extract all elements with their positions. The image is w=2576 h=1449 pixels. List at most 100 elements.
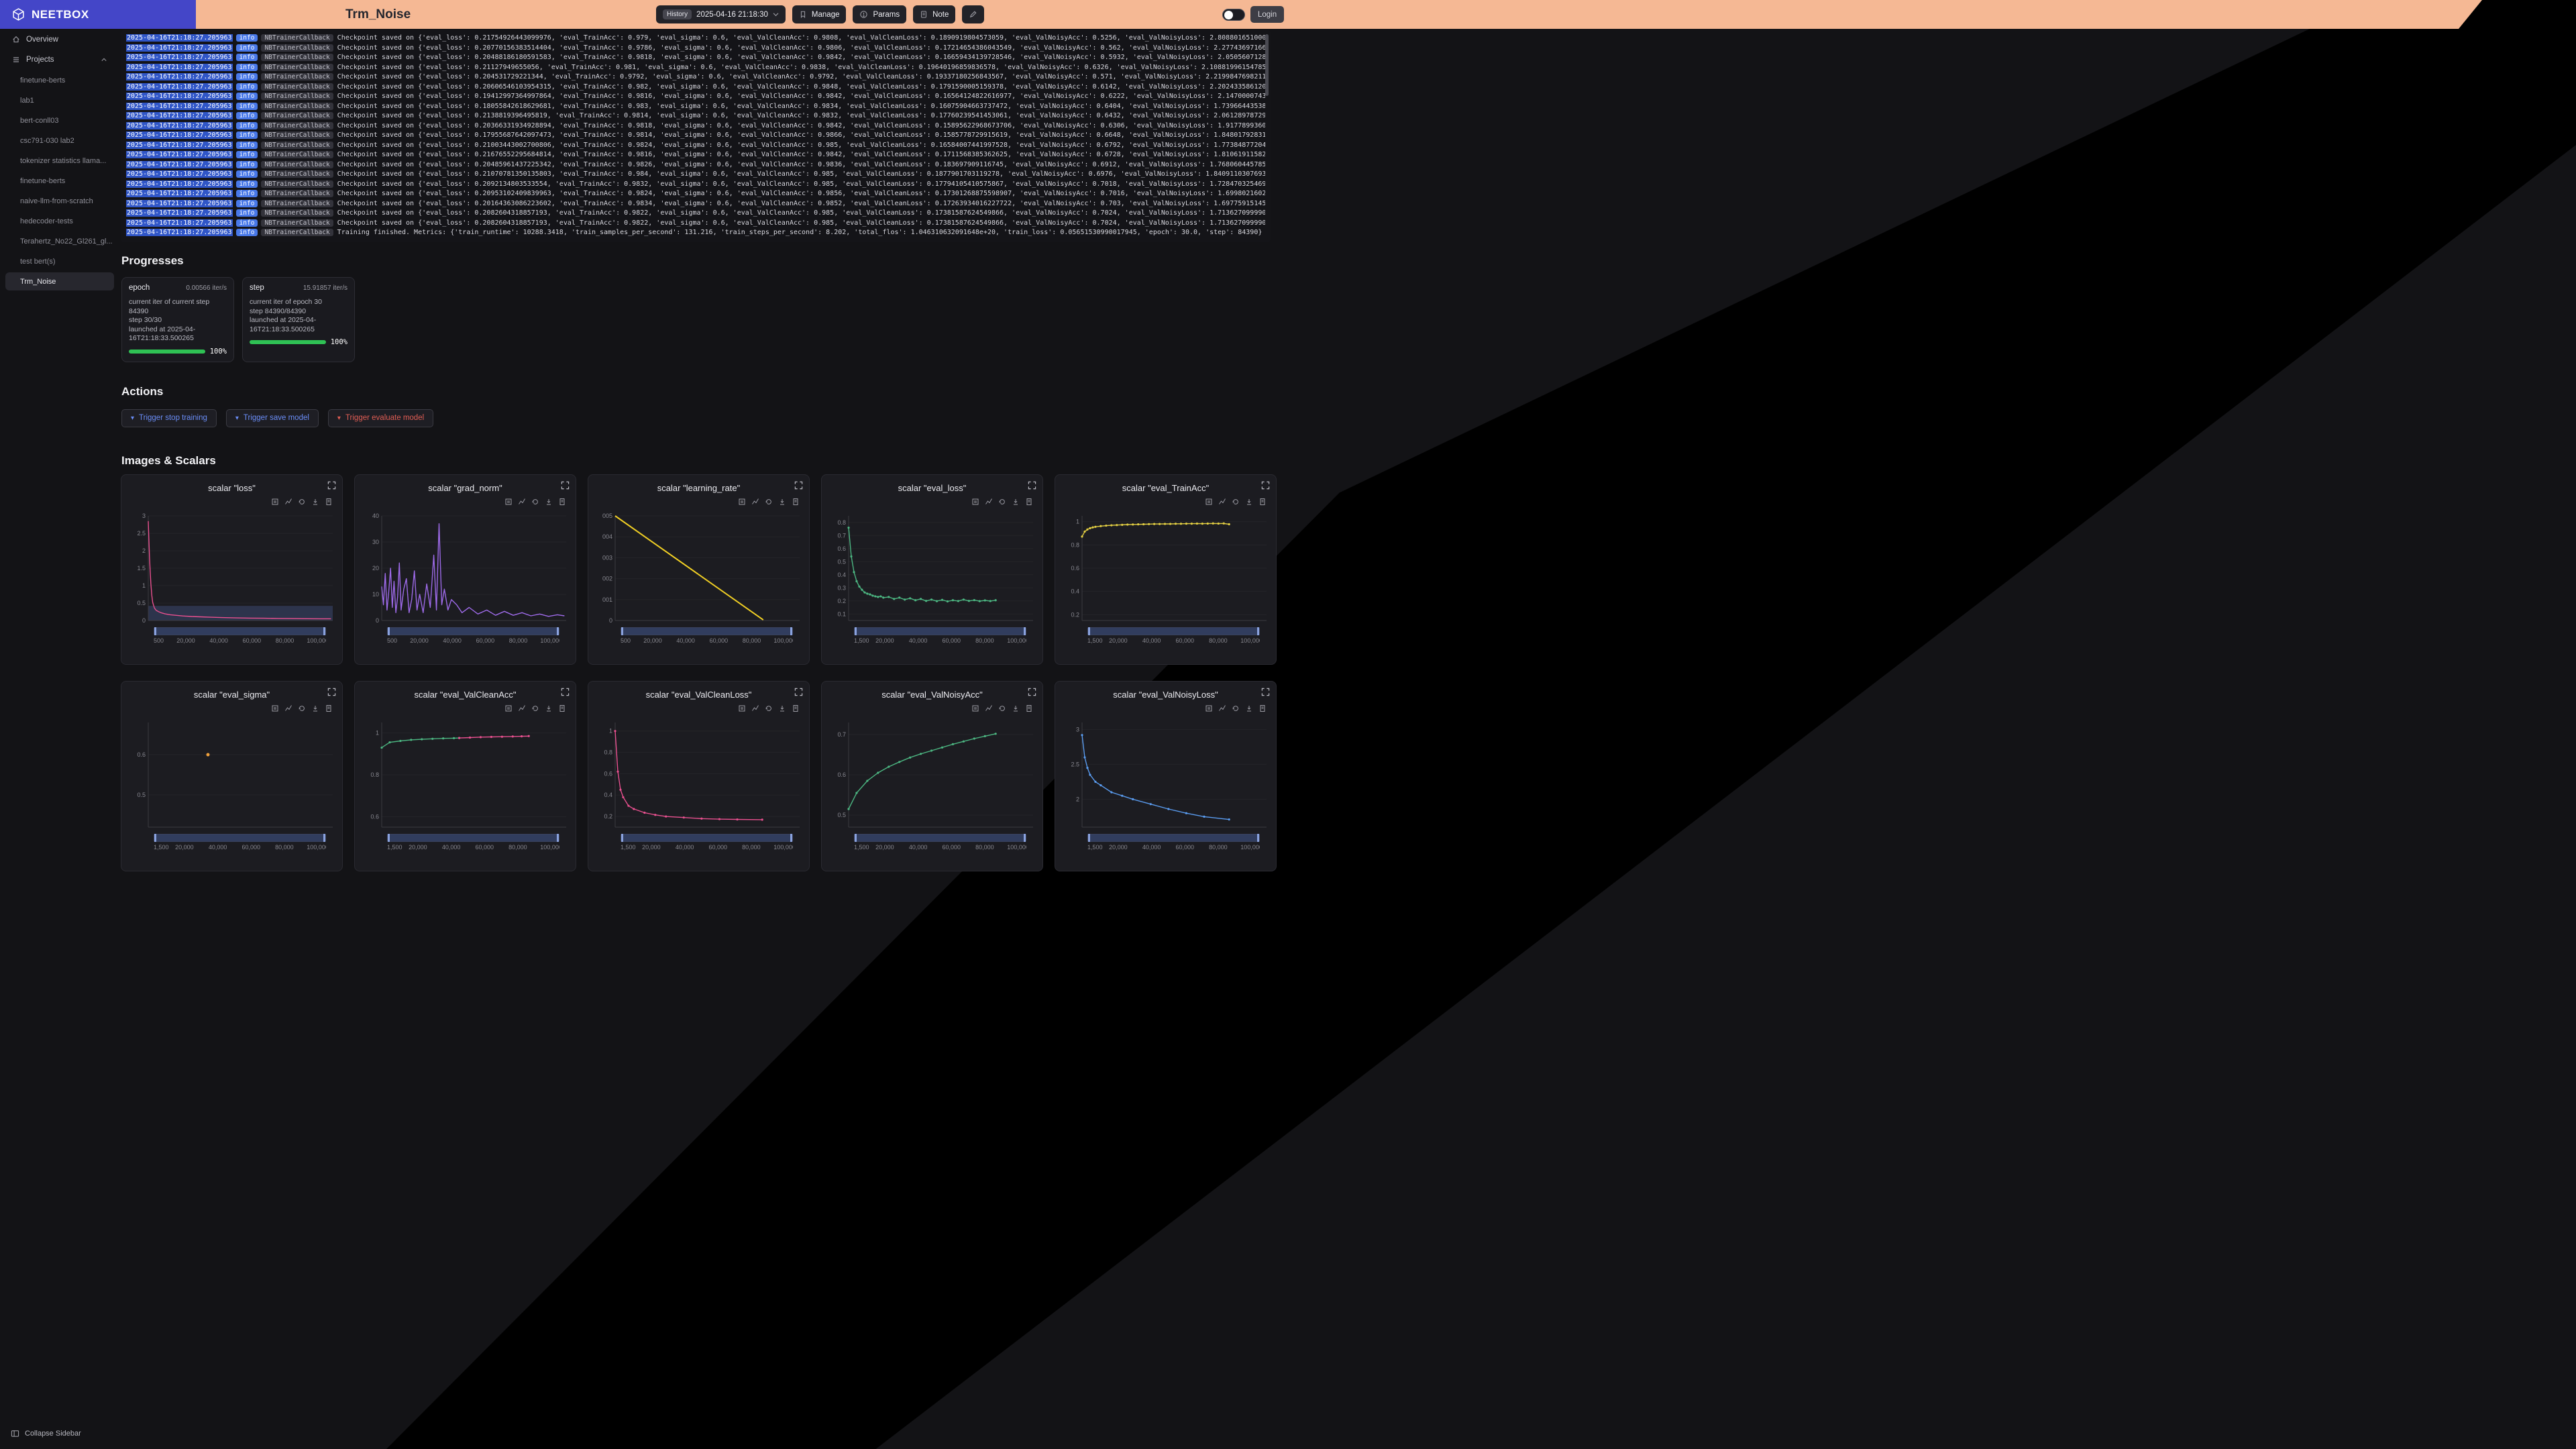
- save-image-icon[interactable]: [778, 704, 786, 713]
- log-scale-icon[interactable]: [325, 704, 333, 713]
- sidebar-item-project[interactable]: Trm_Noise: [5, 272, 114, 290]
- log-scale-icon[interactable]: [1258, 704, 1267, 713]
- sidebar-item-overview[interactable]: Overview: [4, 30, 115, 49]
- switch-type-icon[interactable]: [985, 704, 993, 713]
- expand-icon[interactable]: [1261, 688, 1270, 698]
- datazoom-slider[interactable]: [621, 627, 793, 635]
- data-view-icon[interactable]: [971, 498, 979, 506]
- expand-icon[interactable]: [327, 688, 336, 698]
- data-view-icon[interactable]: [1205, 498, 1213, 506]
- sidebar-item-project[interactable]: finetune-berts: [20, 176, 66, 185]
- sidebar-item-project[interactable]: bert-conll03: [20, 116, 59, 125]
- datazoom-slider[interactable]: [387, 627, 559, 635]
- expand-icon[interactable]: [1028, 481, 1036, 492]
- data-view-icon[interactable]: [504, 498, 513, 506]
- save-image-icon[interactable]: [778, 498, 786, 506]
- switch-type-icon[interactable]: [518, 704, 526, 713]
- switch-type-icon[interactable]: [751, 498, 759, 506]
- log-scale-icon[interactable]: [1025, 498, 1033, 506]
- switch-type-icon[interactable]: [1218, 498, 1226, 506]
- restore-icon[interactable]: [998, 498, 1006, 506]
- log-timestamp: 2025-04-16T21:18:27.205963: [126, 102, 233, 110]
- datazoom-slider[interactable]: [854, 627, 1026, 635]
- restore-icon[interactable]: [1232, 704, 1240, 713]
- log-scale-icon[interactable]: [558, 704, 566, 713]
- sidebar-item-project[interactable]: finetune-berts: [20, 76, 66, 85]
- restore-icon[interactable]: [531, 498, 539, 506]
- restore-icon[interactable]: [1232, 498, 1240, 506]
- data-view-icon[interactable]: [738, 498, 746, 506]
- theme-toggle[interactable]: [1222, 9, 1245, 21]
- console-scrollbar[interactable]: [1265, 34, 1269, 96]
- log-scale-icon[interactable]: [792, 704, 800, 713]
- data-view-icon[interactable]: [271, 704, 279, 713]
- log-scale-icon[interactable]: [1025, 704, 1033, 713]
- data-view-icon[interactable]: [971, 704, 979, 713]
- expand-icon[interactable]: [794, 688, 803, 698]
- trigger-stop-training-button[interactable]: ▾ Trigger stop training: [121, 409, 217, 427]
- log-scale-icon[interactable]: [558, 498, 566, 506]
- save-image-icon[interactable]: [1245, 704, 1253, 713]
- restore-icon[interactable]: [298, 498, 306, 506]
- sidebar-item-project[interactable]: Terahertz_No22_Gl261_gl...: [20, 237, 113, 246]
- log-scale-icon[interactable]: [1258, 498, 1267, 506]
- data-view-icon[interactable]: [1205, 704, 1213, 713]
- switch-type-icon[interactable]: [284, 704, 292, 713]
- sidebar-item-project[interactable]: test bert(s): [20, 257, 56, 266]
- charts-grid: scalar "loss" 3 2.5 2 1.5 1 0.5 0 500 20,000 40,00…: [121, 474, 1288, 871]
- switch-type-icon[interactable]: [1218, 704, 1226, 713]
- data-view-icon[interactable]: [271, 498, 279, 506]
- trigger-save-model-button[interactable]: ▾ Trigger save model: [225, 409, 319, 427]
- sidebar-item-project[interactable]: tokenizer statistics llama...: [20, 156, 107, 165]
- log-scale-icon[interactable]: [325, 498, 333, 506]
- edit-button[interactable]: [962, 5, 985, 23]
- switch-type-icon[interactable]: [985, 498, 993, 506]
- expand-icon[interactable]: [1261, 481, 1270, 492]
- save-image-icon[interactable]: [1012, 704, 1020, 713]
- datazoom-slider[interactable]: [154, 627, 326, 635]
- save-image-icon[interactable]: [545, 498, 553, 506]
- restore-icon[interactable]: [765, 704, 773, 713]
- datazoom-slider[interactable]: [621, 833, 793, 842]
- datazoom-slider[interactable]: [387, 833, 559, 842]
- datazoom-slider[interactable]: [854, 833, 1026, 842]
- datazoom-slider[interactable]: [154, 833, 326, 842]
- switch-type-icon[interactable]: [284, 498, 292, 506]
- log-row: 2025-04-16T21:18:27.205963 info NBTrainerC…: [126, 170, 1265, 180]
- sidebar-item-project[interactable]: lab1: [20, 96, 34, 105]
- params-button[interactable]: Params: [853, 5, 907, 23]
- sidebar-group-projects[interactable]: Projects: [4, 50, 115, 69]
- log-console[interactable]: 2025-04-16T21:18:27.205963 info NBTrainerC…: [121, 30, 1271, 242]
- history-dropdown[interactable]: History 2025-04-16 21:18:30: [656, 5, 786, 23]
- sidebar-item-project[interactable]: csc791-030 lab2: [20, 136, 74, 145]
- restore-icon[interactable]: [298, 704, 306, 713]
- restore-icon[interactable]: [765, 498, 773, 506]
- note-button[interactable]: Note: [913, 5, 956, 23]
- login-button[interactable]: Login: [1250, 6, 1285, 23]
- manage-button[interactable]: Manage: [792, 5, 847, 23]
- datazoom-slider[interactable]: [1087, 627, 1260, 635]
- expand-icon[interactable]: [794, 481, 803, 492]
- collapse-sidebar-button[interactable]: Collapse Sidebar: [5, 1425, 87, 1442]
- restore-icon[interactable]: [531, 704, 539, 713]
- switch-type-icon[interactable]: [518, 498, 526, 506]
- switch-type-icon[interactable]: [751, 704, 759, 713]
- expand-icon[interactable]: [327, 481, 336, 492]
- expand-icon[interactable]: [561, 481, 570, 492]
- datazoom-slider[interactable]: [1087, 833, 1260, 842]
- progress-cards: epoch 0.00566 iter/s current iter of curre…: [121, 277, 1288, 362]
- data-view-icon[interactable]: [504, 704, 513, 713]
- expand-icon[interactable]: [1028, 688, 1036, 698]
- restore-icon[interactable]: [998, 704, 1006, 713]
- trigger-evaluate-model-button[interactable]: ▾ Trigger evaluate model: [327, 409, 434, 427]
- sidebar-item-project[interactable]: naive-llm-from-scratch: [20, 197, 93, 205]
- sidebar-item-project[interactable]: hedecoder-tests: [20, 217, 73, 225]
- save-image-icon[interactable]: [1012, 498, 1020, 506]
- expand-icon[interactable]: [561, 688, 570, 698]
- save-image-icon[interactable]: [545, 704, 553, 713]
- data-view-icon[interactable]: [738, 704, 746, 713]
- save-image-icon[interactable]: [311, 498, 319, 506]
- log-scale-icon[interactable]: [792, 498, 800, 506]
- save-image-icon[interactable]: [1245, 498, 1253, 506]
- save-image-icon[interactable]: [311, 704, 319, 713]
